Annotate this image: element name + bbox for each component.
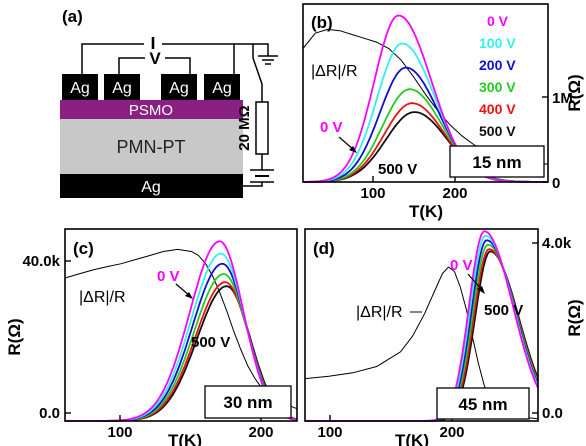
panel-b-x-axis-title: T(K) xyxy=(409,202,443,221)
panel-b-label: (b) xyxy=(311,13,333,32)
bottom-electrode xyxy=(60,174,243,198)
panel-b-legend: 0 V 100 V 200 V 300 V 400 V 500 V xyxy=(479,13,516,139)
electrode-4-label: Ag xyxy=(212,80,232,97)
panel-b-0v-annotation: 0 V xyxy=(320,119,343,136)
panel-c-frame xyxy=(64,228,298,422)
electrode-1-label: Ag xyxy=(70,80,90,97)
panel-d-y-tick-label-0: 0.0 xyxy=(542,405,563,422)
panel-c: (c) 100 200 T(K) 0.0 40.0k R(Ω) |ΔR|/R 0… xyxy=(5,228,298,446)
voltage-label: V xyxy=(149,49,161,68)
panel-d-x-tick-label-200: 200 xyxy=(439,424,464,441)
battery-lead xyxy=(243,182,263,187)
bottom-electrode-label: Ag xyxy=(141,179,161,196)
panel-b-dr-label: |ΔR|/R xyxy=(311,63,358,80)
panel-d-dr-label: |ΔR|/R xyxy=(356,304,403,321)
panel-d-y-tick-label-4k: 4.0k xyxy=(542,235,572,252)
panel-c-x-axis-title: T(K) xyxy=(168,431,202,446)
panel-c-thickness-box xyxy=(204,385,292,419)
panel-d: (d) 100 200 T(K) 0.0 4.0k R(Ω) |ΔR|/R 0 … xyxy=(304,228,584,446)
panel-d-500v-annotation: 500 V xyxy=(484,302,523,319)
panel-b-y-tick-label-1m: 1M xyxy=(552,90,573,107)
panel-c-voltage-arrowhead xyxy=(185,292,193,299)
panel-c-x-tick-label-100: 100 xyxy=(107,424,132,441)
panel-b-500v-annotation: 500 V xyxy=(378,161,417,178)
legend-300v: 300 V xyxy=(479,79,516,95)
electrode-3-label: Ag xyxy=(169,80,189,97)
legend-500v: 500 V xyxy=(479,123,516,139)
resistor-label: 20 MΩ xyxy=(236,105,253,150)
legend-0v: 0 V xyxy=(487,13,509,29)
switch xyxy=(252,57,263,85)
panel-d-thickness-label: 45 nm xyxy=(458,395,507,414)
schematic-panel: (a) I V Ag Ag Ag Ag PSMO PMN-PT Ag xyxy=(60,7,278,198)
voltage-label-bg xyxy=(145,49,165,67)
panel-d-frame xyxy=(304,228,539,422)
schematic-panel-label: (a) xyxy=(62,7,83,26)
panel-d-voltage-arrow xyxy=(467,273,483,291)
panel-d-0v-annotation: 0 V xyxy=(450,257,473,274)
panel-b-y-axis-title: R(Ω) xyxy=(565,74,584,111)
panel-b-thickness-label: 15 nm xyxy=(472,153,521,172)
panel-d-thickness-box xyxy=(436,387,530,420)
panel-c-y-tick-label-40k: 40.0k xyxy=(22,253,60,270)
electrode-2 xyxy=(104,74,140,100)
panel-b-thickness-box xyxy=(449,145,545,178)
panel-c-y-axis-title: R(Ω) xyxy=(5,318,24,355)
pmn-pt-substrate xyxy=(60,119,243,174)
legend-400v: 400 V xyxy=(479,101,516,117)
panel-d-y-axis-title: R(Ω) xyxy=(565,299,584,336)
panel-c-label: (c) xyxy=(73,239,94,258)
panel-b-x-tick-label-200: 200 xyxy=(442,185,467,202)
panel-d-voltage-arrowhead xyxy=(477,286,485,294)
legend-100v: 100 V xyxy=(479,35,516,51)
electrode-4 xyxy=(204,74,240,100)
electrode-2-label: Ag xyxy=(112,80,132,97)
panel-b-frame xyxy=(302,3,549,183)
panel-b-x-tick-label-100: 100 xyxy=(360,185,385,202)
electrode-1 xyxy=(62,74,98,100)
panel-d-x-axis-title: T(K) xyxy=(395,431,429,446)
switch-lead xyxy=(234,43,254,58)
legend-200v: 200 V xyxy=(479,57,516,73)
panel-c-y-tick-label-0: 0.0 xyxy=(39,405,60,422)
current-label-bg xyxy=(144,34,162,52)
panel-c-thickness-label: 30 nm xyxy=(223,393,272,412)
panel-d-x-tick-label-100: 100 xyxy=(317,424,342,441)
panel-c-dr-curve xyxy=(64,248,298,410)
panel-c-0v-annotation: 0 V xyxy=(157,268,180,285)
pmn-pt-substrate-label: PMN-PT xyxy=(117,137,186,157)
panel-c-dr-label: |ΔR|/R xyxy=(79,289,126,306)
psmo-layer xyxy=(60,100,243,119)
panel-c-x-tick-label-200: 200 xyxy=(248,424,273,441)
electrode-3 xyxy=(161,74,197,100)
current-label: I xyxy=(150,34,155,54)
resistor xyxy=(255,101,269,155)
panel-c-500v-annotation: 500 V xyxy=(191,334,230,351)
panel-b-y-tick-label-0: 0 xyxy=(552,175,560,192)
psmo-layer-label: PSMO xyxy=(129,102,173,119)
panel-b-voltage-arrowhead xyxy=(349,146,357,153)
ground-lead xyxy=(253,43,269,56)
panel-b: (b) 100 200 T(K) 0 1M R(Ω) 0 V 100 V 200… xyxy=(302,3,584,221)
panel-d-label: (d) xyxy=(313,239,335,258)
